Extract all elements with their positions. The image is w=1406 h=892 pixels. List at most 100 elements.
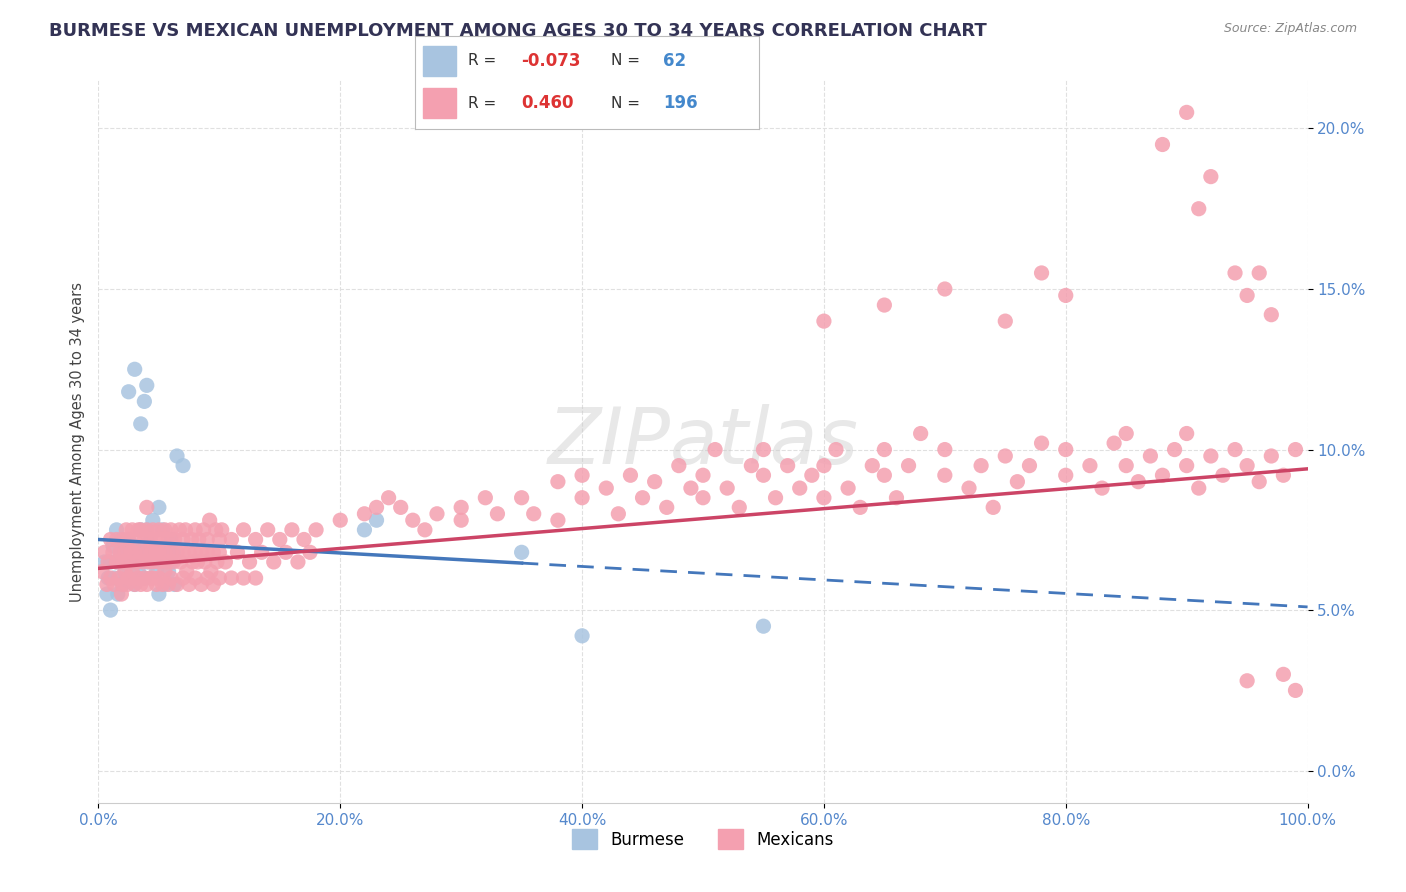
Point (139, 571, 162, 585)
Point (160, 523, 183, 537)
Point (114, 545, 136, 559)
Point (813, 458, 835, 473)
Text: R =: R = (468, 54, 502, 69)
Point (93, 545, 115, 559)
Point (91, 565, 114, 579)
Point (402, 513, 425, 527)
Point (1272, 667, 1295, 681)
Point (153, 577, 176, 591)
Point (221, 533, 243, 547)
Point (121, 539, 143, 553)
Point (1054, 442, 1077, 457)
Point (107, 587, 129, 601)
Point (157, 565, 180, 579)
Point (124, 577, 146, 591)
Point (232, 571, 254, 585)
Point (135, 523, 157, 537)
Point (143, 533, 166, 547)
Point (789, 481, 811, 495)
Point (1031, 436, 1053, 450)
Text: R =: R = (468, 95, 502, 111)
Point (176, 565, 198, 579)
Point (129, 545, 152, 559)
Point (129, 523, 152, 537)
Point (1018, 458, 1040, 473)
Point (184, 523, 207, 537)
Point (172, 458, 194, 473)
Point (172, 533, 194, 547)
Point (110, 587, 132, 601)
Point (644, 475, 666, 489)
Point (139, 533, 162, 547)
Point (353, 523, 375, 537)
Point (138, 555, 160, 569)
Point (205, 555, 228, 569)
Point (910, 426, 932, 441)
Point (1284, 683, 1306, 698)
Point (631, 491, 654, 505)
Point (366, 513, 388, 527)
Text: N =: N = (612, 54, 645, 69)
Point (96, 587, 118, 601)
Point (160, 545, 183, 559)
Point (934, 468, 956, 483)
Point (1249, 475, 1271, 489)
Point (204, 523, 226, 537)
Point (825, 442, 848, 457)
Point (153, 555, 176, 569)
Point (1054, 288, 1077, 302)
Point (1188, 481, 1211, 495)
Point (100, 555, 122, 569)
Point (450, 513, 472, 527)
Point (143, 545, 166, 559)
Point (142, 571, 165, 585)
Point (413, 523, 436, 537)
Point (148, 587, 170, 601)
Point (752, 468, 775, 483)
Point (1007, 475, 1029, 489)
Point (193, 523, 215, 537)
Point (800, 468, 823, 483)
Point (873, 442, 896, 457)
Text: ZIPatlas: ZIPatlas (547, 403, 859, 480)
Point (148, 523, 170, 537)
Point (1260, 449, 1282, 463)
Point (450, 500, 472, 515)
Point (292, 533, 315, 547)
Point (160, 571, 183, 585)
Point (1236, 458, 1258, 473)
Point (776, 458, 799, 473)
Point (114, 539, 136, 553)
Point (114, 565, 136, 579)
Point (118, 533, 141, 547)
Point (163, 577, 186, 591)
Point (287, 555, 309, 569)
Legend: Burmese, Mexicans: Burmese, Mexicans (565, 822, 841, 856)
Point (129, 523, 152, 537)
Point (202, 577, 225, 591)
Point (142, 523, 165, 537)
Point (873, 298, 896, 312)
Point (181, 555, 204, 569)
Point (1054, 468, 1077, 483)
Point (157, 533, 180, 547)
Y-axis label: Unemployment Among Ages 30 to 34 years: Unemployment Among Ages 30 to 34 years (69, 282, 84, 601)
Point (148, 555, 170, 569)
Point (200, 565, 222, 579)
Point (111, 577, 134, 591)
Point (934, 442, 956, 457)
Point (679, 481, 702, 495)
Point (124, 545, 146, 559)
Bar (423, 88, 456, 118)
Point (728, 500, 751, 515)
Point (886, 491, 908, 505)
Point (1236, 673, 1258, 688)
Point (141, 545, 163, 559)
Point (607, 507, 630, 521)
Point (221, 571, 243, 585)
Point (114, 565, 136, 579)
Point (132, 539, 155, 553)
Point (108, 571, 131, 585)
Point (187, 555, 209, 569)
Point (1175, 105, 1198, 120)
